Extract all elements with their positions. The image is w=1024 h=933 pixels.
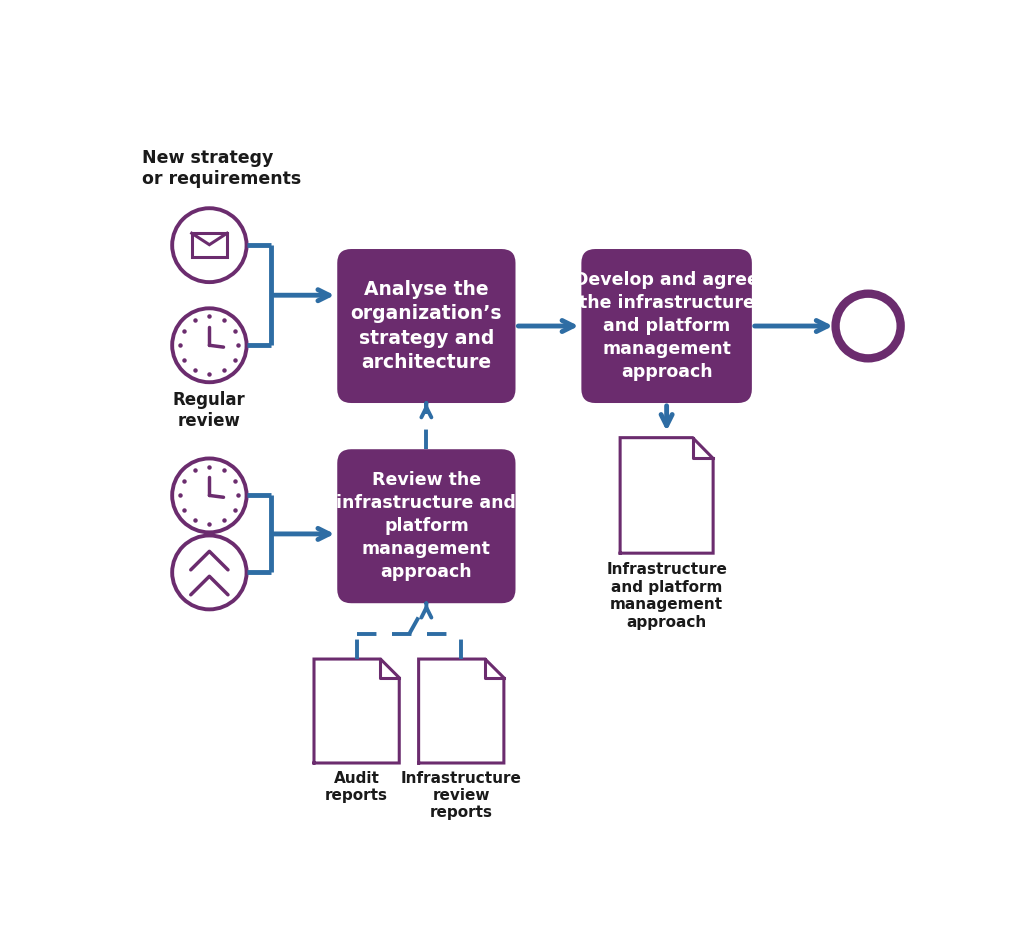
FancyBboxPatch shape bbox=[337, 449, 515, 604]
FancyBboxPatch shape bbox=[337, 249, 515, 403]
Polygon shape bbox=[419, 659, 504, 763]
FancyBboxPatch shape bbox=[582, 249, 752, 403]
Text: Analyse the
organization’s
strategy and
architecture: Analyse the organization’s strategy and … bbox=[350, 280, 502, 372]
Bar bbox=[191, 233, 227, 258]
Text: Review the
infrastructure and
platform
management
approach: Review the infrastructure and platform m… bbox=[337, 471, 516, 581]
Text: Infrastructure
and platform
management
approach: Infrastructure and platform management a… bbox=[606, 563, 727, 630]
Text: Develop and agree
the infrastructure
and platform
management
approach: Develop and agree the infrastructure and… bbox=[574, 272, 759, 381]
Circle shape bbox=[836, 294, 901, 358]
Text: Infrastructure
review
reports: Infrastructure review reports bbox=[400, 771, 521, 820]
Text: New strategy
or requirements: New strategy or requirements bbox=[142, 149, 301, 188]
Polygon shape bbox=[621, 438, 713, 553]
Polygon shape bbox=[314, 659, 399, 763]
Text: Audit
reports: Audit reports bbox=[326, 771, 388, 803]
Text: Regular
review: Regular review bbox=[173, 392, 246, 430]
